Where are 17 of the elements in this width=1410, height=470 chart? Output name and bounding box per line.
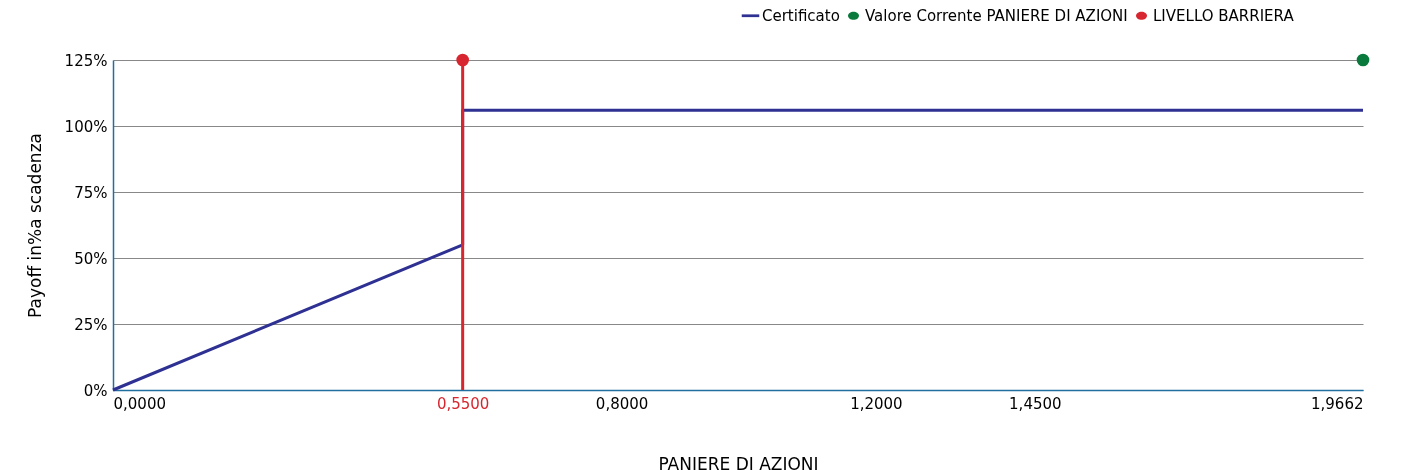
x-tick-label: 0,8000 (595, 394, 649, 413)
y-tick-label: 50% (74, 249, 108, 268)
x-tick-label: 0,5500 (436, 394, 490, 413)
x-axis-title: PANIERE DI AZIONI (658, 453, 819, 470)
legend-label: Certificato (762, 6, 840, 25)
x-tick-label: 1,2000 (850, 394, 903, 413)
y-tick-label: 75% (74, 183, 108, 202)
legend-label: LIVELLO BARRIERA (1153, 6, 1295, 25)
x-tick-label: 0,0000 (113, 394, 166, 413)
legend-label: Valore Corrente PANIERE DI AZIONI (865, 6, 1128, 25)
y-tick-label: 25% (74, 315, 108, 334)
y-tick-label: 100% (64, 117, 108, 136)
y-axis-title: Payoff in%a scadenza (24, 133, 45, 318)
y-tick-label: 0% (83, 381, 108, 400)
x-tick-label: 1,4500 (1009, 394, 1062, 413)
x-tick-label: 1,9662 (1311, 394, 1364, 413)
y-tick-label: 125% (64, 51, 108, 70)
